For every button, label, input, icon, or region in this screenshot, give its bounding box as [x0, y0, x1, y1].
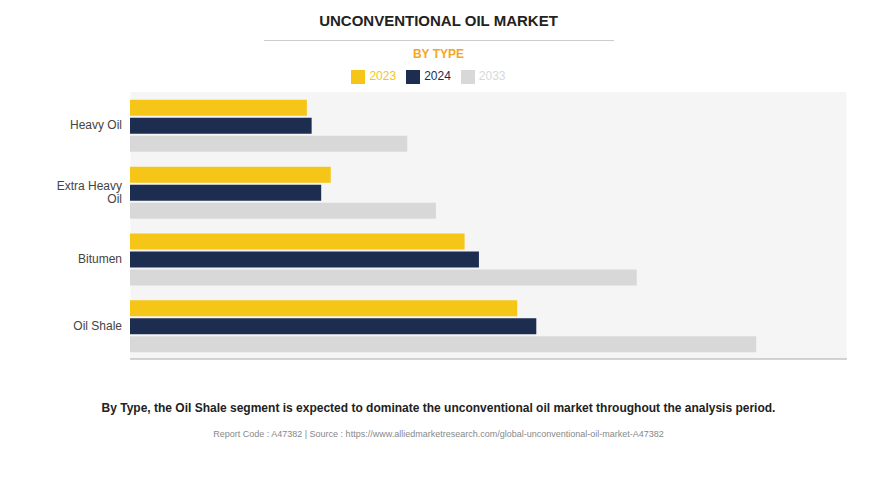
svg-text:Heavy Oil: Heavy Oil	[70, 118, 122, 132]
html-text:UNCONVENTIONAL OIL MARKET: UNCONVENTIONAL OIL MARKET	[319, 12, 558, 29]
html-text:BY TYPE: BY TYPE	[412, 47, 465, 61]
html-text:2033: 2033	[478, 69, 506, 83]
svg-text:Bitumen: Bitumen	[78, 252, 122, 266]
html-text:Report Code : A47382 | Source: Report Code : A47382 | Source : https://…	[213, 429, 664, 439]
svg-text:Oil Shale: Oil Shale	[73, 319, 122, 333]
html-text:2023: 2023	[369, 69, 397, 83]
svg-text:Extra HeavyOil: Extra HeavyOil	[57, 179, 122, 206]
html-text:By Type, the Oil Shale segment: By Type, the Oil Shale segment is expect…	[101, 401, 776, 415]
html-text:2024: 2024	[424, 69, 451, 83]
